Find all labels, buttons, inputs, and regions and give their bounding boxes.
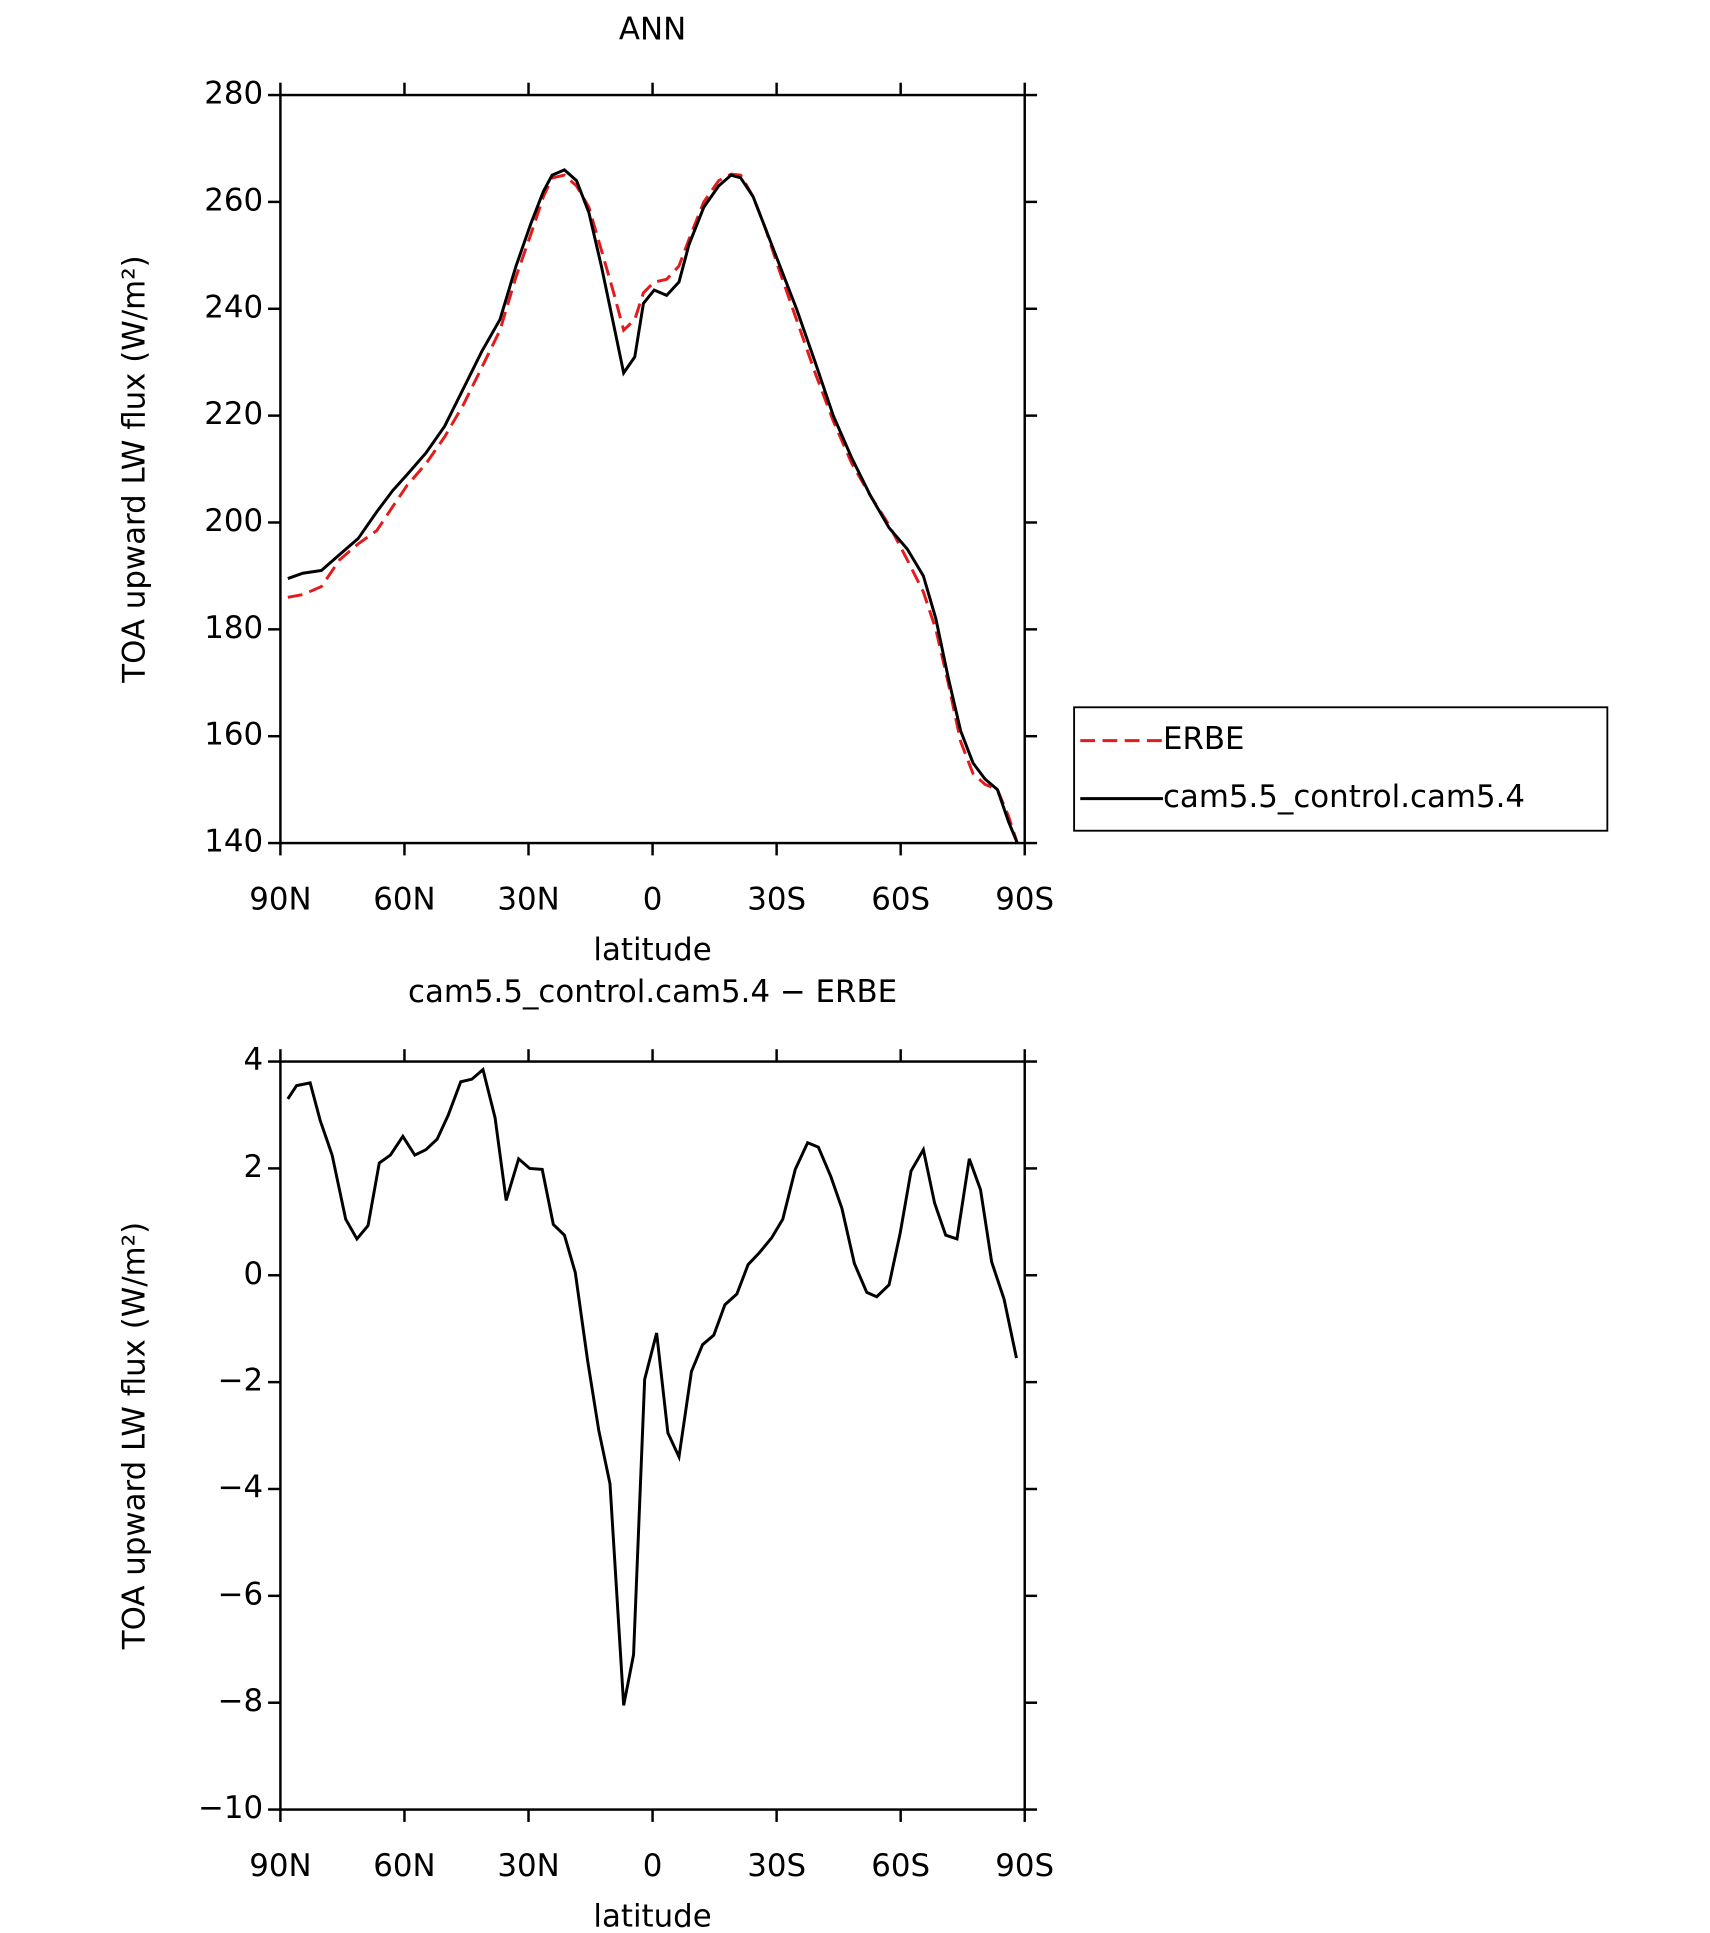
y-tick-label: 140 — [204, 824, 263, 860]
x-tick-label: 0 — [643, 882, 663, 918]
x-tick-label: 90N — [249, 882, 311, 918]
data-line — [286, 1066, 1018, 1706]
y-tick-label: −8 — [218, 1683, 263, 1719]
legend-label: cam5.5_control.cam5.4 — [1163, 779, 1525, 815]
x-tick-label: 30N — [497, 1848, 559, 1884]
x-tick-label: 90N — [249, 1848, 311, 1884]
y-tick-label: −4 — [218, 1469, 263, 1505]
y-tick-label: 0 — [244, 1256, 264, 1292]
x-tick-label: 60N — [373, 882, 435, 918]
x-tick-label: 30S — [747, 1848, 806, 1884]
plot-frame — [279, 1060, 1026, 1811]
x-tick-label: 30N — [497, 882, 559, 918]
y-tick-label: 180 — [204, 610, 263, 646]
y-tick-label: 220 — [204, 396, 263, 432]
x-tick-label: 60S — [871, 1848, 930, 1884]
y-tick-label: 240 — [204, 289, 263, 325]
y-tick-label: 2 — [244, 1149, 264, 1185]
y-tick-label: −10 — [198, 1790, 263, 1826]
x-tick-label: 90S — [995, 1848, 1054, 1884]
y-tick-label: 4 — [244, 1042, 264, 1078]
chart-title: ANN — [619, 11, 686, 47]
chart-title: cam5.5_control.cam5.4 − ERBE — [408, 974, 897, 1010]
y-axis-label: TOA upward LW flux (W/m²) — [116, 255, 152, 683]
y-tick-label: 160 — [204, 717, 263, 753]
plot-frame — [279, 93, 1026, 845]
x-tick-label: 90S — [995, 882, 1054, 918]
legend-label: ERBE — [1163, 721, 1245, 757]
x-tick-label: 60N — [373, 1848, 435, 1884]
y-tick-label: −2 — [218, 1363, 263, 1399]
y-axis-label: TOA upward LW flux (W/m²) — [116, 1222, 152, 1650]
x-axis-label: latitude — [593, 1899, 711, 1933]
x-axis-label: latitude — [593, 932, 711, 968]
y-tick-label: 280 — [204, 76, 263, 112]
y-tick-label: −6 — [218, 1576, 263, 1612]
legend-box — [1073, 706, 1609, 832]
x-tick-label: 0 — [643, 1848, 663, 1884]
data-line — [287, 172, 1019, 844]
x-tick-label: 30S — [747, 882, 806, 918]
y-tick-label: 260 — [204, 182, 263, 218]
x-tick-label: 60S — [871, 882, 930, 918]
data-line — [287, 168, 1019, 844]
y-tick-label: 200 — [204, 503, 263, 539]
